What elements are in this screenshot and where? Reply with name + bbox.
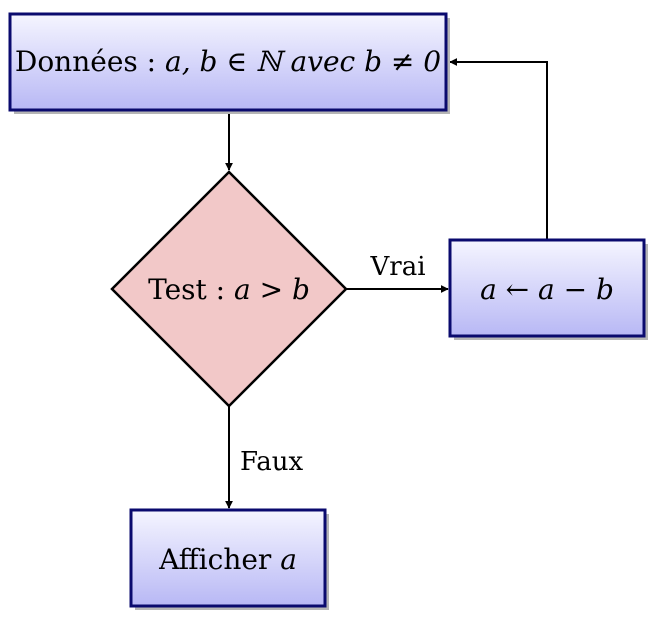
edge-label-true: Vrai [369,252,425,282]
node-input-math: a, b ∈ ℕ avec b ≠ 0 [165,45,441,78]
node-update: a ← a − b [448,238,648,340]
node-test: Test : a > b [110,170,348,408]
node-output-label: Afficher a [158,543,297,576]
node-test-diamond [110,170,348,408]
node-input-label: Données : a, b ∈ ℕ avec b ≠ 0 [15,45,441,78]
arrow-update-to-input [449,58,548,240]
node-output-text: Afficher [158,543,280,576]
node-input: Données : a, b ∈ ℕ avec b ≠ 0 [8,12,450,114]
edge-label-false: Faux [240,447,304,477]
node-output-math: a [280,543,297,576]
node-output: Afficher a [129,508,329,610]
node-input-box [8,12,448,112]
node-update-box [448,238,646,338]
node-input-text: Données : [15,45,165,78]
node-update-label: a ← a − b [480,273,614,306]
node-test-text: Test : [148,273,234,306]
node-test-math: a > b [234,273,310,306]
node-test-label: Test : a > b [148,273,310,306]
node-output-box [129,508,327,608]
